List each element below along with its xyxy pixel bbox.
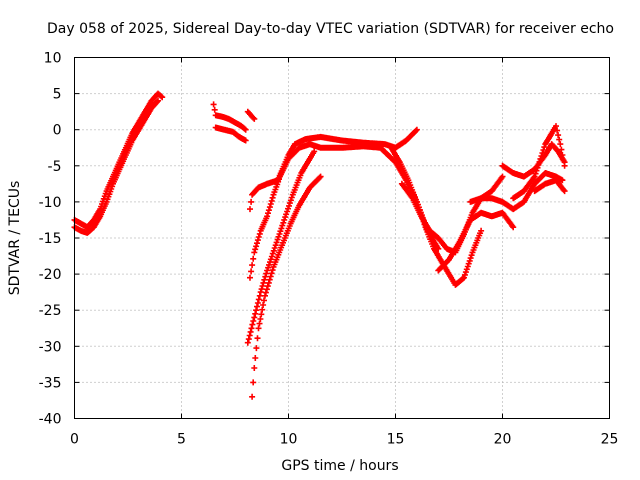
y-tick-label: -20	[39, 267, 62, 283]
x-tick-label: 25	[601, 432, 619, 448]
y-tick-label: 5	[53, 87, 62, 103]
data-markers	[510, 123, 568, 202]
data-markers	[467, 170, 566, 213]
x-tick-label: 15	[387, 432, 405, 448]
data-layer	[71, 90, 568, 400]
series-arc-9	[244, 148, 318, 346]
y-tick-label: -35	[39, 375, 62, 391]
y-tick-label: -15	[39, 231, 62, 247]
chart-title: Day 058 of 2025, Sidereal Day-to-day VTE…	[47, 21, 614, 37]
x-tick-label: 0	[70, 432, 79, 448]
data-markers	[210, 101, 249, 133]
data-markers	[531, 177, 568, 195]
y-tick-label: -25	[39, 303, 62, 319]
y-tick-label: -5	[48, 159, 62, 175]
series-arc-12	[435, 209, 517, 274]
y-tick-label: -40	[39, 412, 62, 428]
x-tick-label: 10	[280, 432, 298, 448]
data-markers	[212, 124, 249, 144]
x-tick-label: 5	[177, 432, 186, 448]
grid-layer	[74, 57, 610, 419]
series-arc-13	[467, 170, 566, 213]
series-arc-16	[531, 177, 568, 195]
x-axis-label: GPS time / hours	[281, 458, 398, 474]
y-tick-label: 10	[44, 51, 62, 67]
data-markers	[435, 209, 517, 274]
y-tick-label: 0	[53, 123, 62, 139]
axis-layer: 0 5 10 15 20 25 10 5 0 -5 -10 -15 -20 -25 -30 -35 -40	[39, 51, 619, 448]
series-arc-4	[212, 124, 249, 144]
y-axis-label: SDTVAR / TECUs	[7, 181, 23, 296]
series-arc-5	[244, 108, 258, 122]
y-tick-label: -30	[39, 339, 62, 355]
data-markers	[244, 148, 318, 346]
series-arc-8	[249, 173, 324, 400]
series-arc-3	[210, 101, 249, 133]
series-arc-15	[510, 123, 568, 202]
data-markers	[244, 108, 258, 122]
data-markers	[249, 173, 324, 400]
x-tick-label: 20	[494, 432, 512, 448]
y-tick-label: -10	[39, 195, 62, 211]
